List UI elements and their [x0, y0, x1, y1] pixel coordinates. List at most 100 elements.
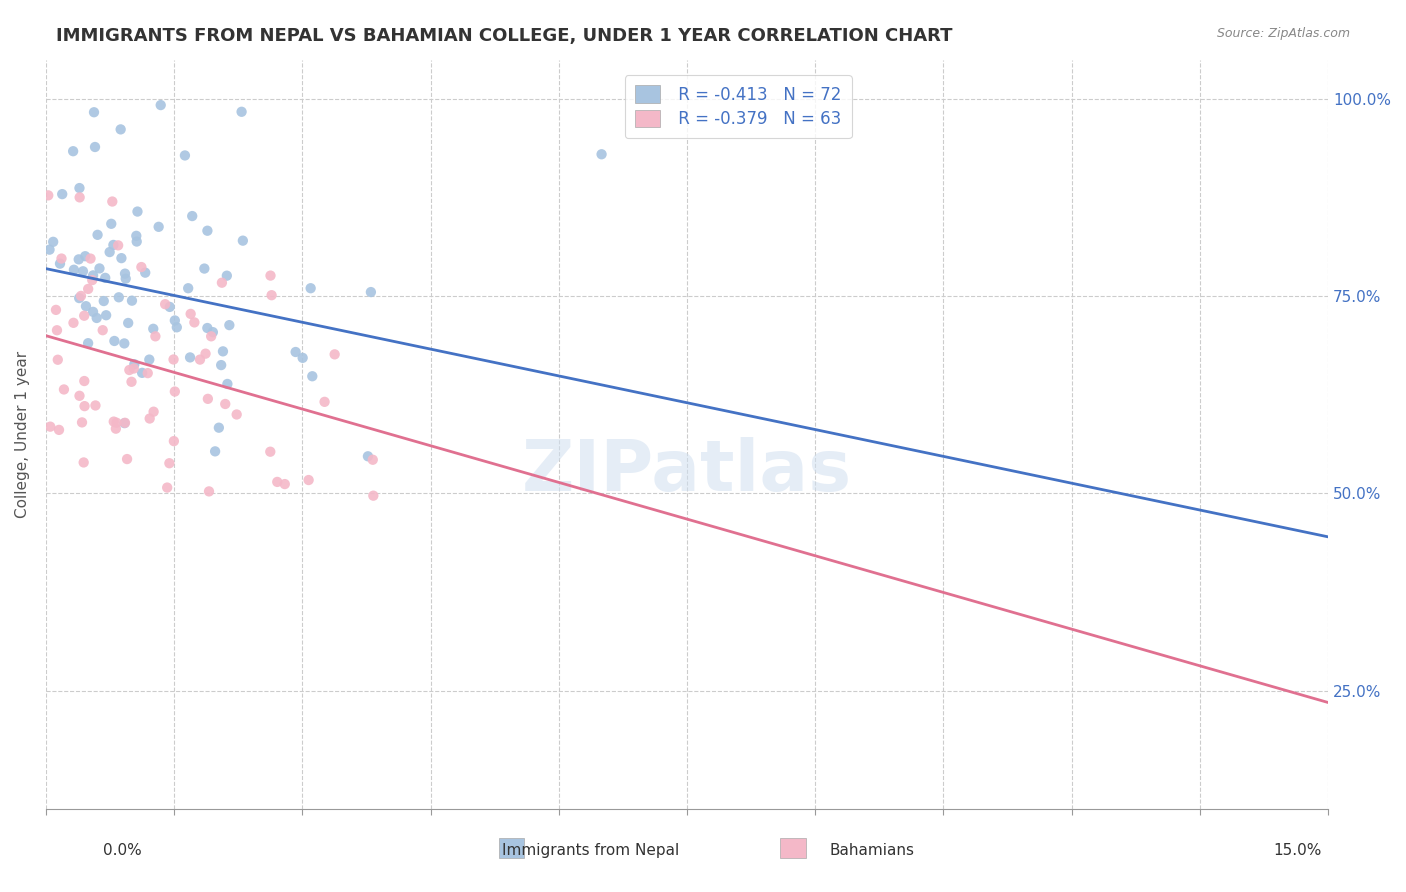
Point — [70, 289, 93, 303]
Point — [69, 389, 91, 403]
Point — [215, 268, 238, 283]
Point — [73, 399, 96, 413]
Point — [363, 489, 385, 503]
Text: ZIPatlas: ZIPatlas — [522, 437, 852, 507]
Point — [103, 334, 125, 348]
Point — [153, 297, 176, 311]
Point — [138, 352, 160, 367]
Point — [79, 252, 101, 266]
Point — [75, 249, 97, 263]
Point — [181, 209, 204, 223]
Point — [62, 145, 84, 159]
Point — [94, 308, 117, 322]
Point — [148, 219, 170, 234]
Point — [67, 252, 90, 267]
Point — [84, 140, 107, 154]
Point — [156, 481, 179, 495]
Point — [83, 105, 105, 120]
Point — [69, 190, 91, 204]
Point — [89, 261, 111, 276]
Point — [63, 262, 86, 277]
Point — [107, 238, 129, 252]
Point — [163, 434, 186, 449]
Point — [211, 276, 233, 290]
Point — [48, 423, 70, 437]
Point — [46, 352, 69, 367]
Point — [361, 452, 384, 467]
Point — [204, 444, 226, 458]
Point — [100, 217, 122, 231]
Point — [259, 444, 281, 458]
Point — [197, 224, 219, 238]
Point — [197, 392, 219, 406]
Y-axis label: College, Under 1 year: College, Under 1 year — [15, 351, 30, 518]
Text: Immigrants from Nepal: Immigrants from Nepal — [502, 843, 679, 858]
Point — [194, 346, 217, 360]
Point — [77, 282, 100, 296]
Point — [51, 187, 73, 202]
Point — [46, 323, 69, 337]
Point — [231, 104, 253, 119]
Point — [110, 251, 132, 265]
Point — [212, 344, 235, 359]
Point — [149, 98, 172, 112]
Point — [103, 238, 125, 252]
Point — [124, 357, 146, 371]
Point — [198, 484, 221, 499]
Point — [201, 325, 224, 339]
Point — [131, 366, 153, 380]
Point — [117, 316, 139, 330]
Point — [110, 122, 132, 136]
Text: 15.0%: 15.0% — [1274, 843, 1322, 858]
Point — [75, 299, 97, 313]
Point — [360, 285, 382, 299]
Text: Source: ZipAtlas.com: Source: ZipAtlas.com — [1216, 27, 1350, 40]
Point — [180, 307, 202, 321]
Point — [127, 204, 149, 219]
Point — [163, 313, 186, 327]
Point — [163, 384, 186, 399]
Point — [91, 323, 114, 337]
Point — [93, 293, 115, 308]
Point — [39, 419, 62, 434]
Point — [69, 181, 91, 195]
Point — [114, 271, 136, 285]
Point — [70, 416, 93, 430]
Point — [107, 290, 129, 304]
Point — [84, 399, 107, 413]
Point — [125, 235, 148, 249]
Point — [42, 235, 65, 249]
Point — [52, 383, 75, 397]
Point — [131, 260, 153, 274]
Point — [209, 358, 232, 372]
Point — [284, 345, 307, 359]
Point — [179, 351, 201, 365]
Point — [45, 302, 67, 317]
Point — [157, 456, 180, 470]
Point — [357, 450, 380, 464]
Point — [51, 252, 73, 266]
Point — [114, 416, 136, 430]
Point — [67, 291, 90, 305]
Point — [591, 147, 613, 161]
Text: IMMIGRANTS FROM NEPAL VS BAHAMIAN COLLEGE, UNDER 1 YEAR CORRELATION CHART: IMMIGRANTS FROM NEPAL VS BAHAMIAN COLLEG… — [56, 27, 953, 45]
Point — [73, 374, 96, 388]
Point — [98, 245, 121, 260]
Point — [134, 266, 156, 280]
Point — [218, 318, 240, 332]
Point — [159, 300, 181, 314]
Point — [82, 305, 104, 319]
Point — [112, 336, 135, 351]
Point — [217, 376, 239, 391]
Point — [37, 188, 59, 202]
Point — [225, 408, 247, 422]
Point — [266, 475, 288, 489]
Text: Bahamians: Bahamians — [830, 843, 914, 858]
Point — [62, 316, 84, 330]
Point — [86, 310, 108, 325]
Point — [122, 361, 145, 376]
Point — [73, 309, 96, 323]
Point — [121, 293, 143, 308]
Point — [188, 352, 211, 367]
Point — [103, 415, 125, 429]
